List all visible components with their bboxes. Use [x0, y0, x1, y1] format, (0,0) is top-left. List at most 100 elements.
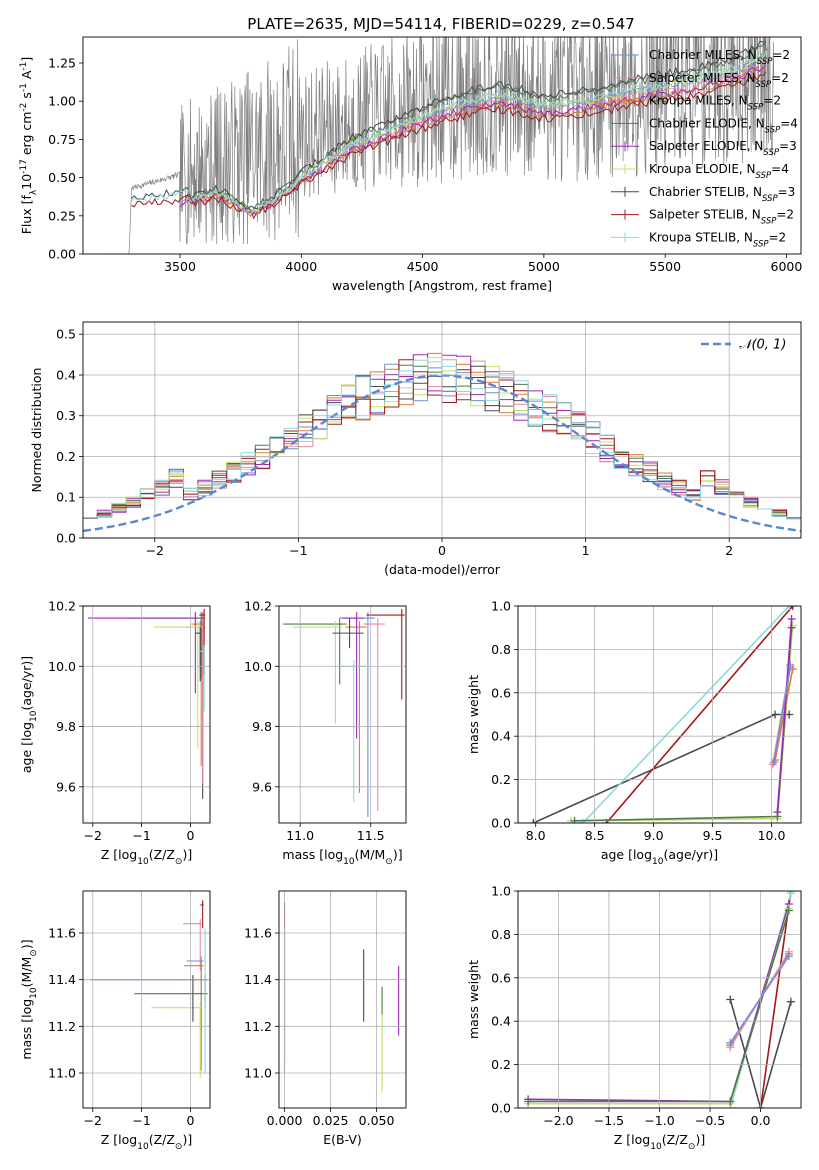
x-tick-label: 4500 — [407, 259, 439, 274]
y-tick-label: 10.0 — [244, 659, 272, 674]
y-tick-label: 11.6 — [244, 926, 272, 941]
mass-weight-marker — [786, 662, 795, 671]
y-tick-label: 9.6 — [56, 779, 76, 794]
mass-weight-marker — [726, 1038, 735, 1047]
x-tick-label: −2 — [146, 543, 164, 558]
panel-mass-vs-ebv: 0.000 0.025 0.050 11.0 11.2 11.4 11.6 E(B-V) — [244, 890, 407, 1147]
y-tick-label: 0.25 — [48, 208, 76, 223]
x-tick-label: −1 — [132, 1113, 150, 1128]
x-tick-label: 8.0 — [526, 828, 546, 843]
x-tick-label: 0.000 — [267, 1113, 303, 1128]
axes-frame — [278, 605, 407, 824]
y-tick-label: 0.4 — [491, 1014, 511, 1029]
model-spectrum-line — [131, 51, 767, 216]
y-tick-label: 1.0 — [491, 884, 511, 899]
y-tick-label: 0.75 — [48, 132, 76, 147]
plot-area — [90, 900, 208, 1078]
y-axis-label: mass weight — [466, 960, 481, 1039]
x-tick-label: −0.5 — [695, 1113, 725, 1128]
y-tick-label: 0.0 — [491, 1101, 511, 1116]
legend-entry: Chabrier STELIB, NSSP=3 — [649, 185, 795, 204]
y-tick-label: 0.50 — [48, 170, 76, 185]
y-tick-label: 0.00 — [48, 247, 76, 262]
x-tick-label: −2 — [84, 1113, 102, 1128]
mass-weight-line — [605, 606, 794, 823]
mass-weight-marker — [787, 615, 796, 624]
model-spectrum-line — [179, 55, 766, 215]
figure-title: PLATE=2635, MJD=54114, FIBERID=0229, z=0… — [247, 15, 634, 33]
mass-weight-marker — [570, 816, 579, 823]
axes-frame — [82, 605, 211, 824]
plot-area — [107, 37, 775, 254]
x-tick-label: 1 — [582, 543, 590, 558]
y-tick-label: 0.6 — [491, 970, 511, 985]
plot-area — [87, 609, 206, 799]
panel-mass-vs-Z: −2 −1 0 11.0 11.2 11.4 11.6 Z [log10(Z/Z⊙)] mass… — [19, 890, 211, 1152]
x-tick-label: −2 — [84, 828, 102, 843]
y-tick-label: 0.5 — [56, 327, 76, 342]
y-tick-label: 10.2 — [48, 599, 76, 614]
panel-massweight-vs-Z: −2.0 −1.5 −1.0 −0.5 0.0 0.0 0.2 0.4 0.6 0.8 1.0 Z [… — [466, 884, 802, 1152]
y-tick-label: 0.4 — [56, 367, 76, 382]
y-tick-label: 11.4 — [244, 972, 272, 987]
axes-frame — [82, 36, 802, 255]
mass-weight-line — [571, 606, 790, 823]
plot-area — [283, 609, 405, 817]
x-tick-label: 10.0 — [758, 828, 786, 843]
x-tick-label: 5500 — [649, 259, 681, 274]
mass-weight-marker — [786, 997, 795, 1006]
y-tick-label: 1.00 — [48, 94, 76, 109]
x-tick-label: 0.0 — [751, 1113, 771, 1128]
plot-area — [524, 891, 795, 1108]
legend-entry: Salpeter ELODIE, NSSP=3 — [649, 139, 797, 158]
x-tick-label: 0.025 — [313, 1113, 349, 1128]
mass-weight-line — [574, 627, 793, 822]
y-tick-label: 0.6 — [491, 685, 511, 700]
x-tick-label: 3500 — [164, 259, 196, 274]
x-axis-label: mass [log10(M/M⊙)] — [282, 847, 402, 867]
y-tick-label: 11.2 — [48, 1019, 76, 1034]
mass-weight-marker — [784, 906, 793, 915]
legend-entry: Kroupa MILES, NSSP=2 — [649, 94, 781, 113]
model-spectrum-line — [184, 42, 768, 215]
mass-weight-marker — [785, 710, 794, 719]
mass-weight-line — [773, 666, 792, 763]
y-axis-label: mass [log10(M/M⊙)] — [19, 939, 39, 1059]
legend-entry: Salpeter STELIB, NSSP=2 — [649, 208, 794, 227]
x-axis-label: Z [log10(Z/Z⊙)] — [614, 1132, 705, 1152]
mass-weight-marker — [785, 606, 794, 610]
y-tick-label: 11.0 — [48, 1066, 76, 1081]
y-axis-label: Flux [fλ10-17 erg cm-2 s-1 A-1] — [19, 57, 39, 235]
plot-area — [529, 606, 797, 823]
y-tick-label: 0.8 — [491, 642, 511, 657]
model-spectrum-line — [191, 66, 767, 218]
panel-spectrum: 3500 4000 4500 5000 5500 6000 0.00 0.25 0.50 0.75… — [19, 36, 803, 293]
x-axis-label: Z [log10(Z/Z⊙)] — [101, 847, 192, 867]
x-tick-label: 11.5 — [357, 828, 385, 843]
y-tick-label: 0.0 — [491, 816, 511, 831]
x-tick-label: 6000 — [771, 259, 803, 274]
y-tick-label: 1.0 — [491, 599, 511, 614]
legend-entry: Chabrier ELODIE, NSSP=4 — [649, 116, 798, 135]
mass-weight-line — [528, 910, 790, 1103]
x-tick-label: −1 — [132, 828, 150, 843]
x-tick-label: 9.5 — [703, 828, 723, 843]
panel-age-vs-Z: −2 −1 0 9.6 9.8 10.0 10.2 Z [log10(Z/Z⊙)] age [l… — [19, 599, 211, 867]
x-axis-label: age [log10(age/yr)] — [601, 847, 718, 867]
x-tick-label: −1.0 — [644, 1113, 674, 1128]
y-tick-label: 0.0 — [56, 531, 76, 546]
legend-entry: Kroupa ELODIE, NSSP=4 — [649, 162, 789, 181]
mass-weight-marker — [788, 606, 797, 610]
y-tick-label: 0.1 — [56, 490, 76, 505]
mass-weight-marker — [726, 1097, 735, 1106]
x-tick-label: −1 — [289, 543, 307, 558]
mass-weight-marker — [773, 808, 782, 817]
mass-weight-marker — [784, 952, 793, 961]
y-axis-label: mass weight — [466, 675, 481, 754]
y-tick-label: 9.8 — [56, 719, 76, 734]
mass-weight-line — [532, 713, 790, 823]
y-tick-label: 0.3 — [56, 408, 76, 423]
y-tick-label: 9.6 — [252, 779, 272, 794]
axes-frame — [278, 890, 407, 1109]
